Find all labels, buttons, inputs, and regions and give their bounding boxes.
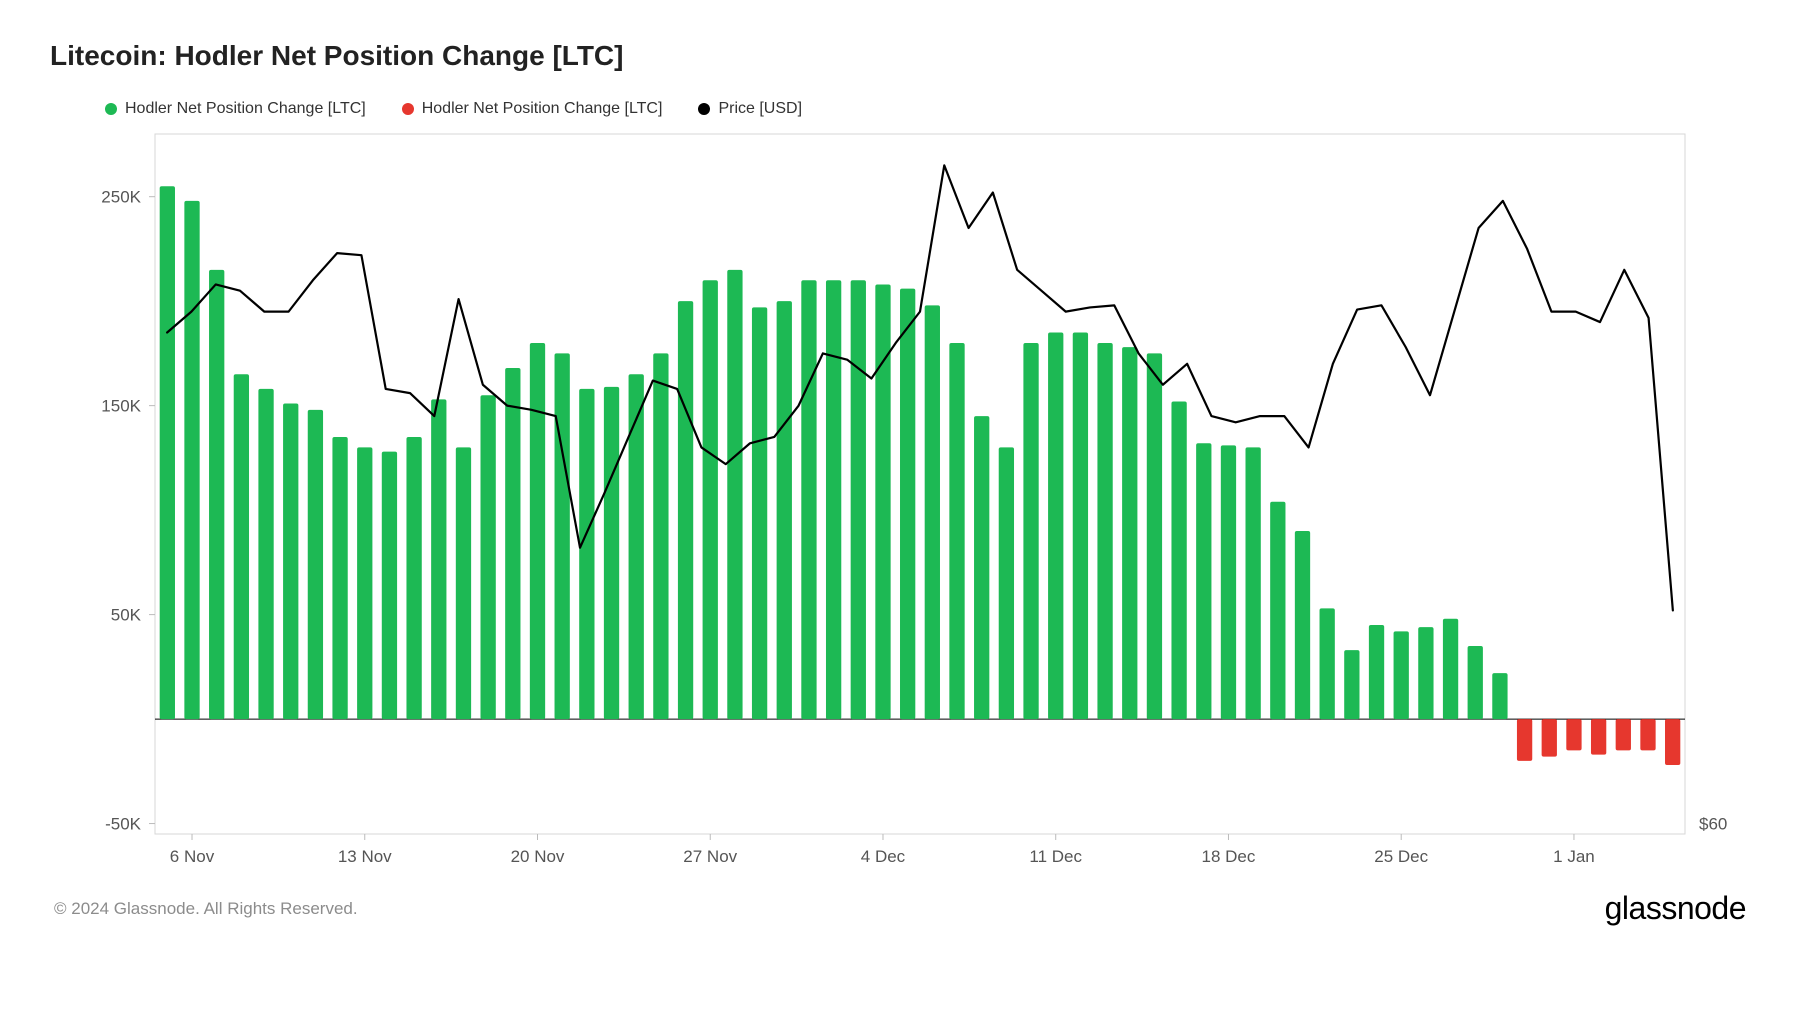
chart-region: -50K 50K 150K 250K $60 6 Nov 13 Nov 20 Nov 27 No…	[50, 122, 1750, 872]
svg-text:27 Nov: 27 Nov	[683, 847, 737, 866]
svg-text:250K: 250K	[101, 188, 141, 207]
svg-text:4 Dec: 4 Dec	[861, 847, 906, 866]
svg-text:6 Nov: 6 Nov	[170, 847, 215, 866]
legend-label: Price [USD]	[718, 100, 802, 118]
svg-text:50K: 50K	[111, 606, 142, 625]
legend-dot-icon	[402, 103, 414, 115]
svg-text:-50K: -50K	[105, 815, 142, 834]
svg-text:$60: $60	[1699, 815, 1727, 834]
svg-text:11 Dec: 11 Dec	[1029, 847, 1082, 866]
chart-svg: -50K 50K 150K 250K $60 6 Nov 13 Nov 20 Nov 27 No…	[50, 122, 1750, 872]
svg-text:1 Jan: 1 Jan	[1553, 847, 1595, 866]
legend-label: Hodler Net Position Change [LTC]	[422, 100, 663, 118]
svg-text:25 Dec: 25 Dec	[1374, 847, 1428, 866]
legend-item: Hodler Net Position Change [LTC]	[105, 100, 366, 118]
svg-text:18 Dec: 18 Dec	[1202, 847, 1256, 866]
legend-dot-icon	[698, 103, 710, 115]
chart-title: Litecoin: Hodler Net Position Change [LT…	[50, 40, 1750, 72]
legend-item: Price [USD]	[698, 100, 802, 118]
svg-text:150K: 150K	[101, 397, 141, 416]
legend-dot-icon	[105, 103, 117, 115]
svg-text:20 Nov: 20 Nov	[511, 847, 565, 866]
legend-label: Hodler Net Position Change [LTC]	[125, 100, 366, 118]
svg-text:13 Nov: 13 Nov	[338, 847, 392, 866]
legend: Hodler Net Position Change [LTC] Hodler N…	[105, 100, 1750, 118]
legend-item: Hodler Net Position Change [LTC]	[402, 100, 663, 118]
brand-logo: glassnode	[1605, 890, 1746, 927]
footer: © 2024 Glassnode. All Rights Reserved. g…	[50, 890, 1750, 927]
chart-container: Litecoin: Hodler Net Position Change [LT…	[0, 0, 1800, 1013]
copyright-text: © 2024 Glassnode. All Rights Reserved.	[54, 899, 358, 919]
